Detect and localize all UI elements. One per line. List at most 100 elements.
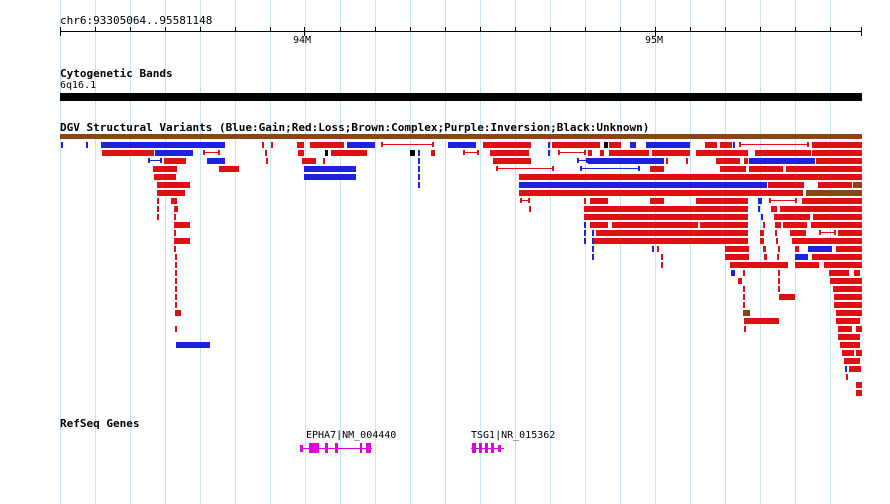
sv-loss[interactable] [774,214,810,220]
sv-loss[interactable] [175,286,177,292]
sv-loss[interactable] [775,222,781,228]
gene-label-epha7[interactable]: EPHA7|NM_004440 [306,430,397,441]
sv-loss[interactable] [705,142,717,148]
sv-loss[interactable] [836,318,860,324]
sv-loss[interactable] [778,278,780,284]
sv-loss[interactable] [764,254,767,260]
sv-loss[interactable] [483,142,531,148]
sv-gain[interactable] [176,342,210,348]
sv-loss[interactable] [720,142,732,148]
sv-loss[interactable] [725,246,749,252]
sv-loss[interactable] [175,302,177,308]
sv-loss[interactable] [778,286,780,292]
sv-loss[interactable] [175,262,177,268]
sv-loss-link[interactable] [463,152,479,153]
sv-unknown[interactable] [604,142,608,148]
sv-loss[interactable] [834,230,836,235]
sv-loss[interactable] [776,238,778,244]
sv-loss[interactable] [829,270,849,276]
sv-loss[interactable] [600,150,604,156]
sv-loss[interactable] [834,302,862,308]
sv-gain[interactable] [418,182,420,188]
sv-complex[interactable] [743,310,750,316]
sv-loss[interactable] [477,150,479,155]
sv-loss-link[interactable] [520,200,530,201]
sv-gain[interactable] [304,174,356,180]
sv-loss[interactable] [760,238,764,244]
sv-loss[interactable] [842,350,854,356]
sv-loss[interactable] [588,150,592,156]
sv-loss[interactable] [739,142,741,147]
sv-loss[interactable] [493,158,531,164]
dgv-complex-variant-bar[interactable] [60,134,862,139]
sv-gain[interactable] [448,142,476,148]
sv-loss[interactable] [775,230,777,236]
sv-gain[interactable] [577,158,579,163]
sv-gain[interactable] [795,254,808,260]
sv-loss[interactable] [262,142,264,148]
sv-loss[interactable] [830,278,862,284]
sv-gain[interactable] [584,222,586,228]
sv-loss[interactable] [609,142,621,148]
sv-loss[interactable] [657,246,659,252]
sv-loss[interactable] [175,278,177,284]
sv-loss[interactable] [175,326,177,332]
sv-loss[interactable] [813,214,862,220]
sv-loss[interactable] [686,158,688,164]
sv-loss[interactable] [760,230,764,236]
sv-gain[interactable] [418,174,420,180]
sv-loss[interactable] [811,222,862,228]
sv-loss[interactable] [795,198,797,203]
sv-gain-link[interactable] [580,168,640,169]
sv-gain[interactable] [592,254,594,260]
sv-loss[interactable] [310,142,344,148]
sv-loss[interactable] [786,166,862,172]
sv-loss[interactable] [716,158,740,164]
sv-loss[interactable] [661,262,663,268]
sv-loss[interactable] [323,158,325,164]
sv-loss[interactable] [795,262,819,268]
sv-gain[interactable] [733,142,735,148]
sv-gain[interactable] [304,166,356,172]
sv-loss[interactable] [836,310,862,316]
sv-gain[interactable] [584,230,586,236]
sv-loss-link[interactable] [381,144,434,145]
sv-loss[interactable] [157,190,185,196]
sv-loss[interactable] [463,150,465,155]
sv-loss[interactable] [529,206,531,212]
sv-loss[interactable] [661,254,663,260]
sv-gain[interactable] [758,206,760,212]
sv-loss[interactable] [856,350,862,356]
sv-loss-link[interactable] [558,152,586,153]
sv-loss-link[interactable] [739,144,809,145]
cytoband-bar[interactable] [60,93,862,101]
sv-gain[interactable] [519,182,767,188]
sv-gain[interactable] [586,158,588,163]
sv-gain[interactable] [418,158,420,164]
sv-loss[interactable] [778,270,780,276]
sv-gain[interactable] [845,366,847,372]
sv-loss[interactable] [584,214,748,220]
sv-loss[interactable] [824,262,862,268]
sv-loss[interactable] [838,334,860,340]
sv-loss[interactable] [175,254,177,260]
sv-loss[interactable] [584,198,586,204]
sv-loss[interactable] [432,142,434,147]
sv-loss[interactable] [720,166,746,172]
sv-loss[interactable] [558,150,560,155]
sv-loss[interactable] [157,198,159,204]
sv-gain[interactable] [592,246,594,252]
sv-loss[interactable] [174,222,190,228]
sv-loss[interactable] [552,166,554,171]
sv-loss[interactable] [302,158,316,164]
sv-loss[interactable] [838,230,862,236]
sv-loss[interactable] [816,158,862,164]
sv-loss[interactable] [519,174,862,180]
sv-loss[interactable] [218,150,220,155]
sv-loss[interactable] [171,198,177,204]
sv-loss[interactable] [174,206,178,212]
sv-loss[interactable] [666,158,668,164]
sv-loss[interactable] [744,326,746,332]
sv-loss[interactable] [266,158,268,164]
sv-loss[interactable] [175,294,177,300]
